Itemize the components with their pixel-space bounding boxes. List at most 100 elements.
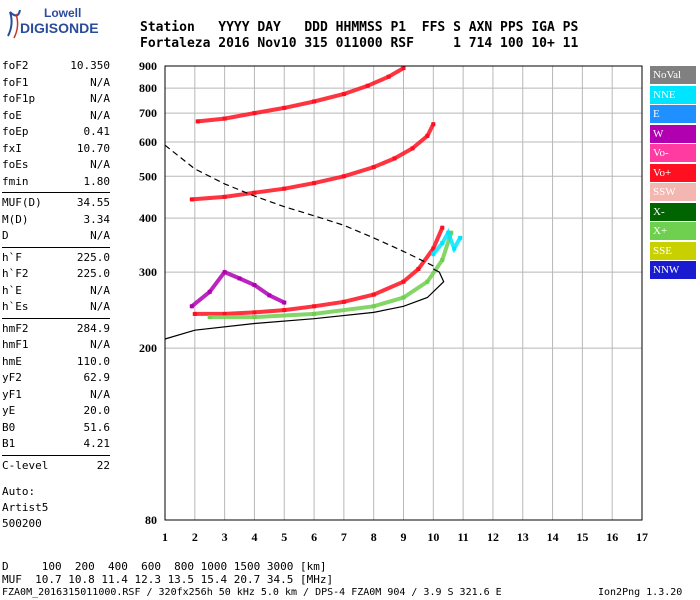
param-row: hmE 110.0 bbox=[2, 354, 110, 371]
legend-item: Vo+ bbox=[650, 163, 696, 182]
trace-point bbox=[401, 66, 406, 71]
param-row: yF2 62.9 bbox=[2, 370, 110, 387]
param-value: N/A bbox=[90, 300, 110, 313]
trace-point bbox=[452, 246, 457, 251]
param-name: h`E bbox=[2, 283, 22, 297]
lowell-digisonde-logo: Lowell DIGISONDE bbox=[4, 6, 134, 46]
trace-point bbox=[252, 190, 257, 195]
param-value: 1.80 bbox=[83, 174, 111, 188]
param-name: fmin bbox=[2, 174, 29, 188]
trace-point bbox=[341, 174, 346, 179]
param-name: foF1 bbox=[2, 75, 29, 89]
x-tick-label: 17 bbox=[636, 530, 648, 544]
trace-point bbox=[189, 304, 194, 309]
x-tick-label: 15 bbox=[576, 530, 588, 544]
trace-point bbox=[312, 311, 317, 316]
trace-point bbox=[252, 310, 257, 315]
trace-point bbox=[282, 186, 287, 191]
trace-point bbox=[440, 225, 445, 230]
param-row: h`F2 225.0 bbox=[2, 266, 110, 283]
trace-line bbox=[192, 225, 445, 316]
param-name: foF1p bbox=[2, 92, 36, 105]
trace-point bbox=[195, 119, 200, 124]
param-name: h`F2 bbox=[2, 267, 29, 280]
trace-point bbox=[222, 116, 227, 121]
param-row: foF1 N/A bbox=[2, 75, 110, 92]
trace-point bbox=[341, 299, 346, 304]
trace-point bbox=[446, 230, 451, 235]
legend-item: X+ bbox=[650, 222, 696, 240]
x-tick-label: 2 bbox=[192, 530, 198, 544]
param-name: hmE bbox=[2, 354, 22, 368]
trace-point bbox=[282, 308, 287, 313]
x-tick-label: 6 bbox=[311, 530, 317, 544]
trace-point bbox=[252, 111, 257, 116]
param-value: 225.0 bbox=[76, 267, 110, 280]
legend-item: NoVal bbox=[650, 66, 696, 84]
param-name: yF2 bbox=[2, 371, 22, 384]
autoscale-info: Auto: Artist5 500200 bbox=[2, 484, 48, 532]
x-tick-label: 1 bbox=[162, 530, 168, 544]
legend-item: SSW bbox=[650, 183, 696, 201]
legend-item: Vo- bbox=[650, 144, 696, 162]
param-name: C-level bbox=[2, 458, 49, 472]
legend-item: SSE bbox=[650, 241, 696, 260]
y-tick-label: 900 bbox=[139, 59, 157, 73]
autoscale-label: Auto: bbox=[2, 485, 36, 498]
trace-point bbox=[189, 197, 194, 202]
param-row: h`Es N/A bbox=[2, 299, 110, 316]
trace-point bbox=[392, 156, 397, 161]
chart-lines bbox=[164, 144, 445, 340]
param-value: 51.6 bbox=[83, 420, 111, 434]
trace-point bbox=[431, 246, 436, 251]
param-row: D N/A bbox=[2, 228, 110, 245]
param-row: foE N/A bbox=[2, 108, 110, 125]
param-value: 10.70 bbox=[76, 141, 110, 155]
y-tick-label: 500 bbox=[139, 169, 157, 183]
param-row: h`E N/A bbox=[2, 283, 110, 300]
muf-line bbox=[164, 144, 434, 267]
footer-distance-row: D 100 200 400 600 800 1000 1500 3000 [km… bbox=[2, 560, 327, 573]
param-name: hmF2 bbox=[2, 321, 29, 335]
x-tick-label: 4 bbox=[251, 530, 257, 544]
trace-point bbox=[192, 311, 197, 316]
param-row: fmin 1.80 bbox=[2, 174, 110, 191]
param-row: yF1 N/A bbox=[2, 387, 110, 404]
param-value: 284.9 bbox=[76, 321, 110, 335]
trace-point bbox=[252, 283, 257, 288]
param-name: hmF1 bbox=[2, 338, 29, 351]
header-labels: Station YYYY DAY DDD HHMMSS P1 FFS S AXN… bbox=[140, 20, 579, 35]
trace-point bbox=[431, 252, 436, 257]
param-name: D bbox=[2, 229, 9, 242]
trace-point bbox=[252, 315, 257, 320]
param-value: 110.0 bbox=[76, 354, 110, 368]
param-name: yF1 bbox=[2, 387, 22, 401]
trace-point bbox=[431, 122, 436, 127]
footer-muf-row: MUF 10.7 10.8 11.4 12.3 13.5 15.4 20.7 3… bbox=[2, 573, 334, 586]
param-row: foEs N/A bbox=[2, 157, 110, 174]
param-row: B0 51.6 bbox=[2, 420, 110, 437]
trace-point bbox=[440, 257, 445, 262]
autoscale-artist: Artist5 bbox=[2, 501, 49, 514]
y-tick-label: 700 bbox=[139, 106, 157, 120]
param-row: M(D) 3.34 bbox=[2, 212, 110, 229]
trace-point bbox=[207, 315, 212, 320]
trace-point bbox=[237, 276, 242, 281]
param-row: hmF2 284.9 bbox=[2, 321, 110, 338]
param-name: fxI bbox=[2, 141, 22, 155]
param-group: MUF(D) 34.55 M(D) 3.34 D N/A bbox=[2, 195, 110, 248]
param-row: B1 4.21 bbox=[2, 436, 110, 453]
chart-frame bbox=[164, 65, 643, 521]
legend-item: W bbox=[650, 124, 696, 143]
trace-line bbox=[207, 230, 454, 320]
param-value: N/A bbox=[90, 108, 110, 122]
trace-point bbox=[341, 92, 346, 97]
param-value: N/A bbox=[90, 75, 110, 89]
param-value: 225.0 bbox=[76, 250, 110, 264]
legend-item: E bbox=[650, 105, 696, 123]
y-tick-label: 600 bbox=[139, 135, 157, 149]
y-tick-label: 400 bbox=[139, 211, 157, 225]
param-row: hmF1 N/A bbox=[2, 337, 110, 354]
param-row: foF1p N/A bbox=[2, 91, 110, 108]
footer-version: Ion2Png 1.3.20 bbox=[598, 587, 683, 598]
